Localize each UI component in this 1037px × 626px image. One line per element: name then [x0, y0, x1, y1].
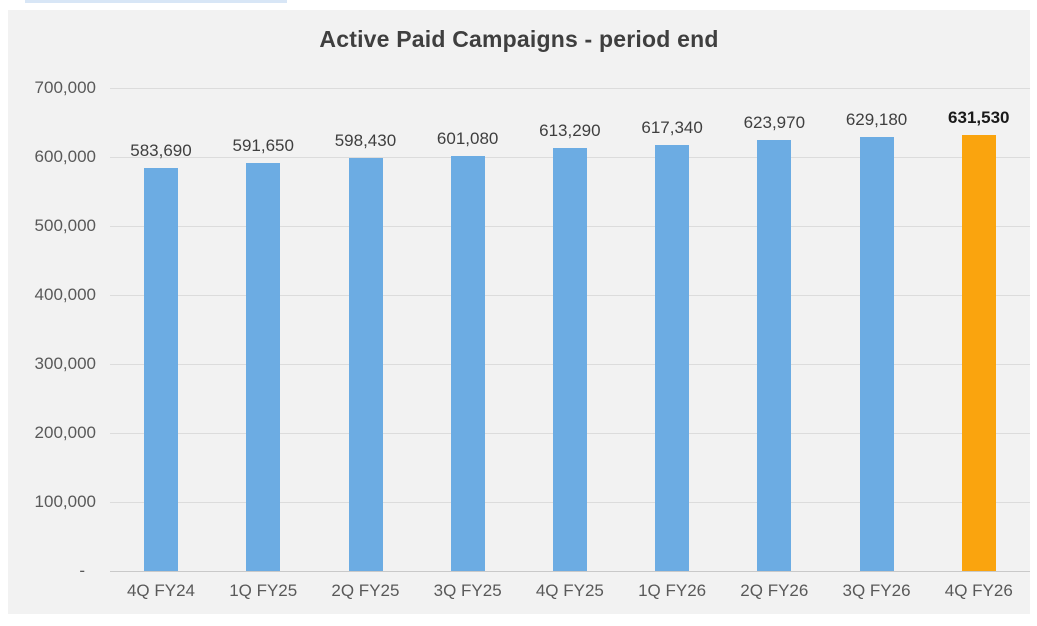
bar [859, 136, 894, 571]
x-tick-label: 4Q FY26 [944, 581, 1013, 600]
chart-title: Active Paid Campaigns - period end [319, 26, 719, 52]
x-tick-label: 3Q FY26 [842, 581, 911, 600]
x-tick-label: 3Q FY25 [433, 581, 502, 600]
bar-value-label: 613,290 [539, 120, 601, 140]
x-tick-label: 4Q FY25 [535, 581, 604, 600]
plot-area [110, 88, 1030, 572]
bar [553, 147, 587, 571]
x-tick-label: 1Q FY26 [638, 581, 707, 600]
y-tick-label: 600,000 [34, 147, 96, 166]
bar [757, 140, 792, 571]
x-axis-line [110, 571, 1030, 572]
y-tick-label: 300,000 [34, 354, 96, 373]
bar-value-label: 598,430 [334, 131, 397, 151]
y-tick-label: 400,000 [34, 285, 96, 304]
bar [450, 156, 485, 571]
gridline [110, 88, 1030, 89]
bar [144, 168, 179, 571]
bar-value-label: 583,690 [130, 141, 192, 161]
y-tick-label: 700,000 [34, 78, 96, 97]
x-tick-label: 2Q FY26 [740, 581, 809, 600]
bar-value-label: 601,080 [436, 129, 499, 149]
y-tick-label: 200,000 [34, 423, 96, 442]
bar [348, 158, 383, 571]
bar-value-label: 629,180 [845, 109, 908, 129]
y-tick-label: 100,000 [34, 492, 96, 511]
bar-highlighted [961, 135, 996, 571]
bar-value-label: 591,650 [232, 135, 294, 155]
y-tick-label: 500,000 [34, 216, 96, 235]
bar-chart: Active Paid Campaigns - period end 700,0… [8, 10, 1030, 614]
bar-value-label: 631,530 [948, 108, 1010, 128]
top-accent-line [25, 0, 287, 3]
x-tick-label: 4Q FY24 [126, 581, 196, 600]
bar [246, 162, 281, 571]
x-tick-label: 2Q FY25 [331, 581, 400, 600]
y-tick-label: - [79, 561, 85, 580]
bar [655, 145, 690, 571]
x-tick-label: 1Q FY25 [229, 581, 298, 600]
bar-value-label: 623,970 [743, 113, 806, 133]
bar-value-label: 617,340 [641, 118, 703, 138]
